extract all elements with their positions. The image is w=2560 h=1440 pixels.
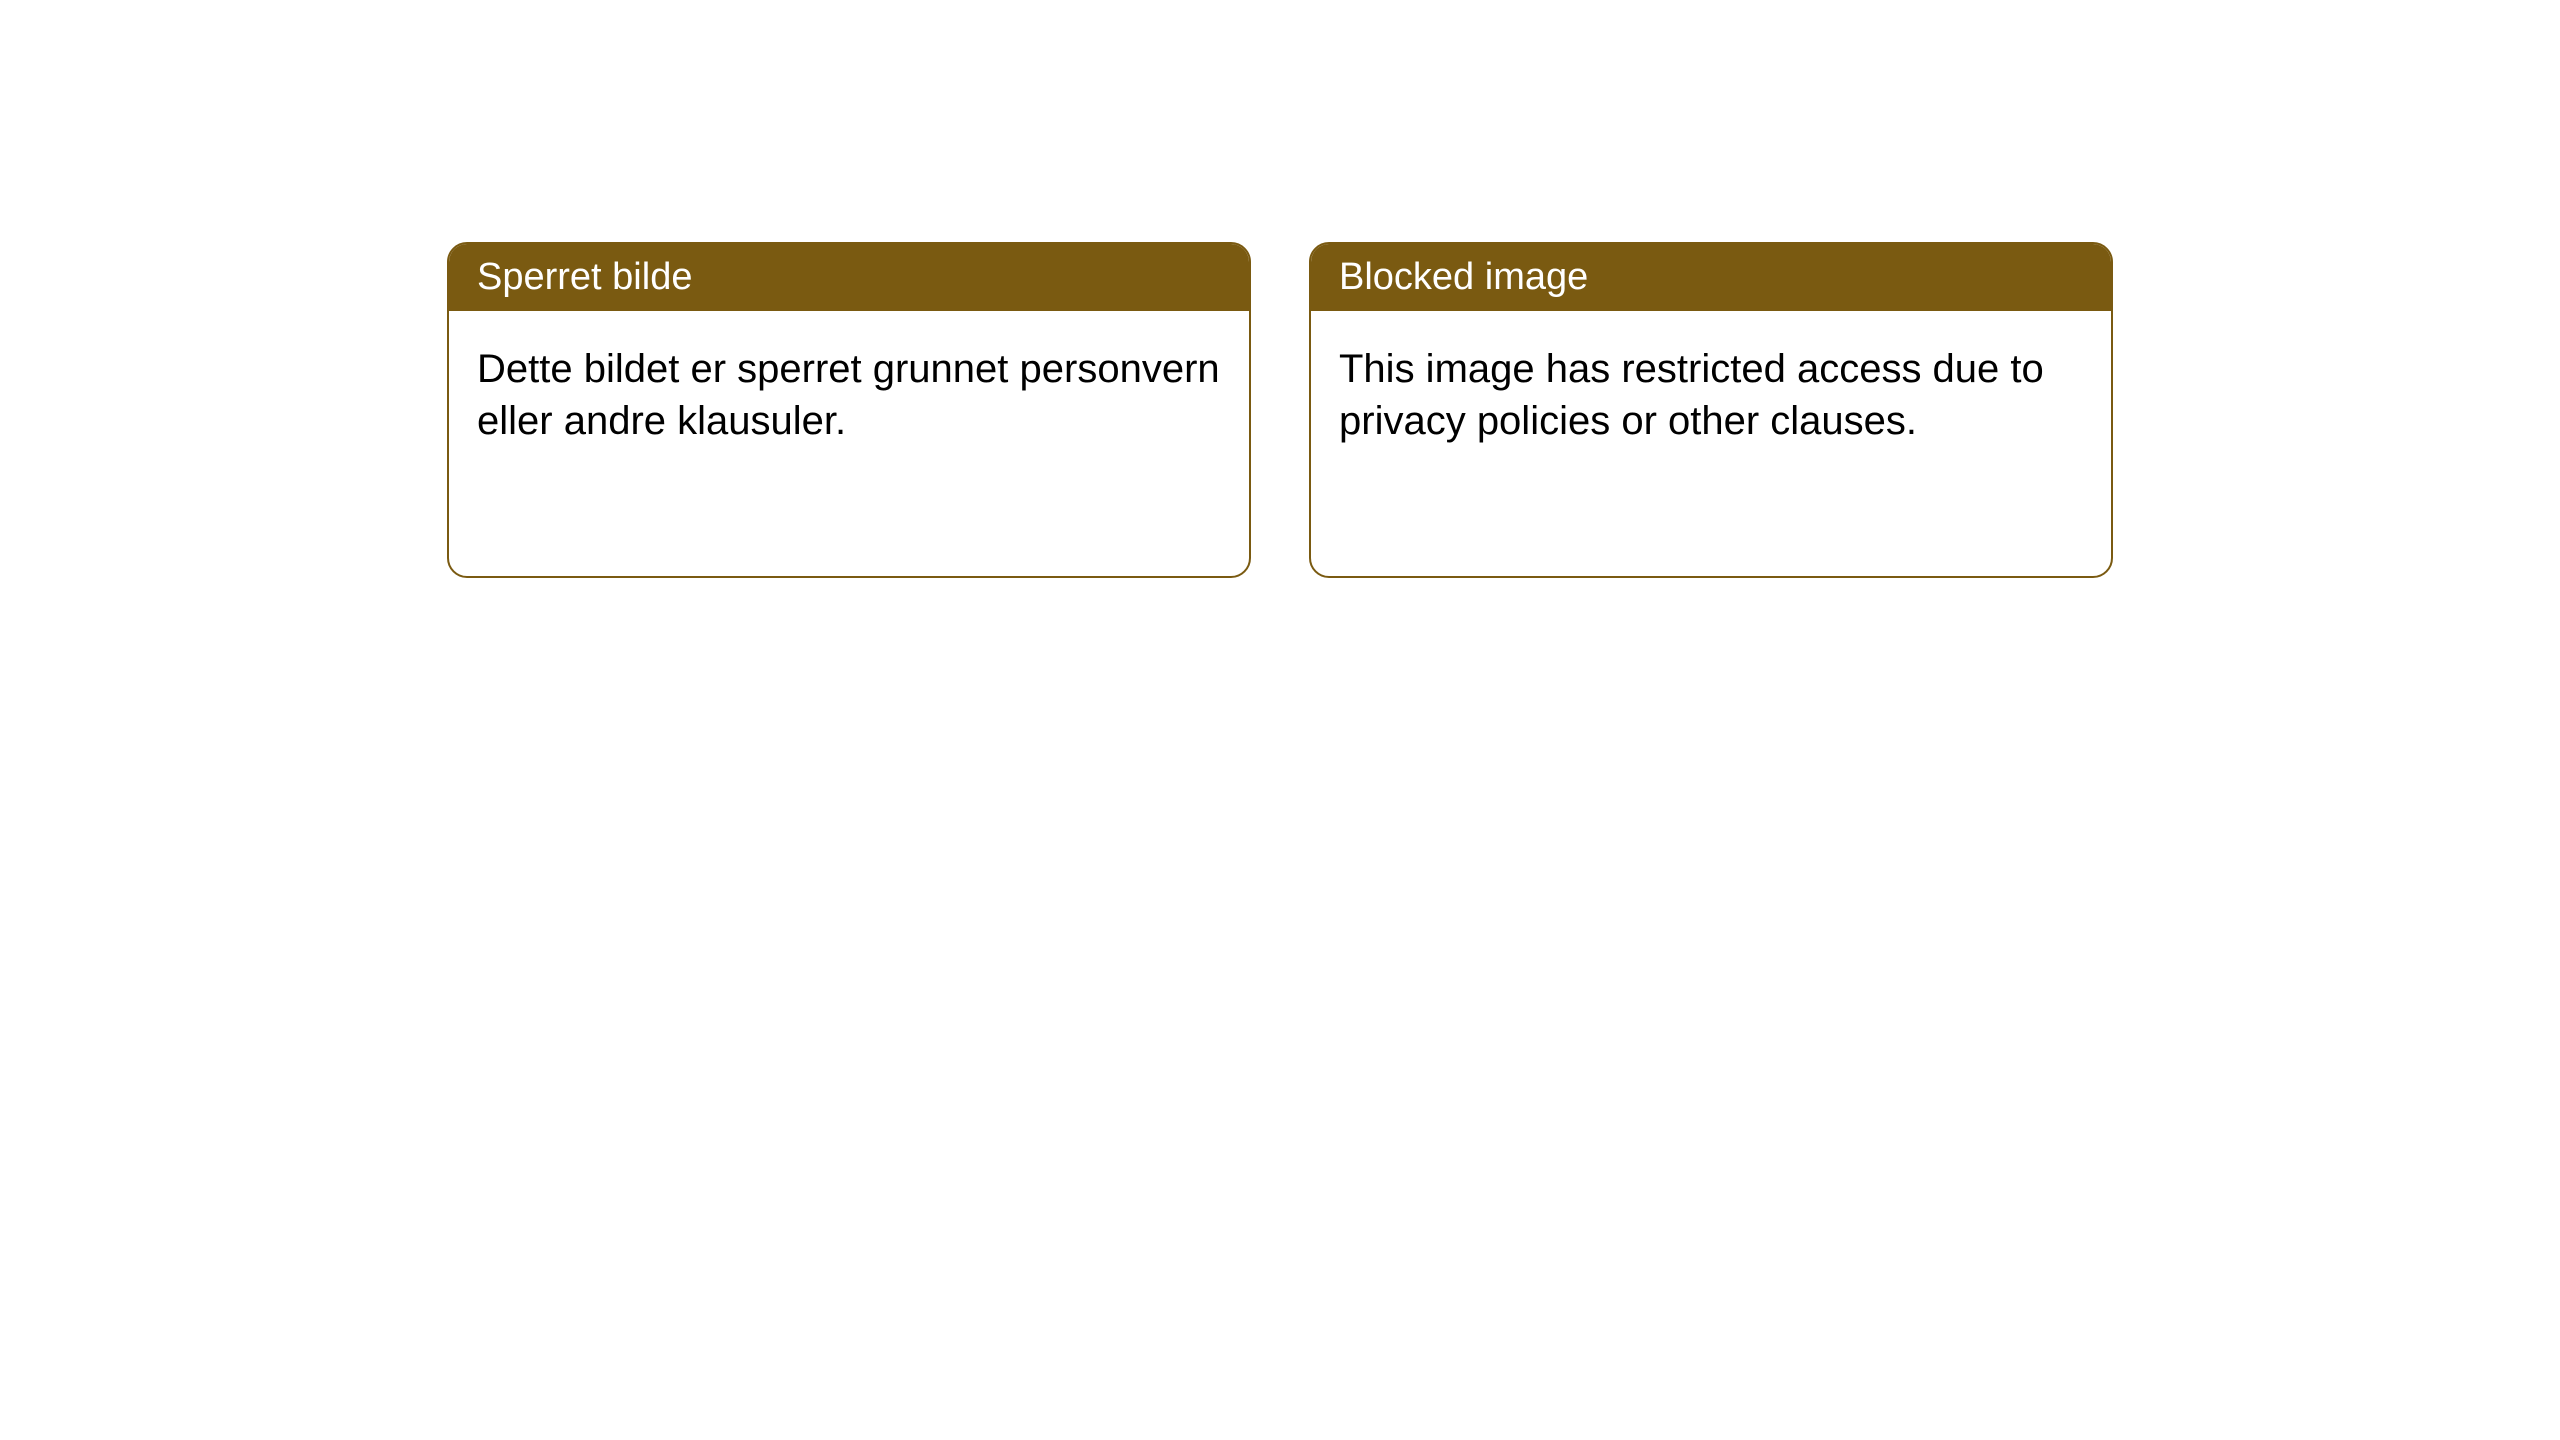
card-body-text: This image has restricted access due to … [1339, 347, 2044, 443]
blocked-image-card-english: Blocked image This image has restricted … [1309, 242, 2113, 578]
info-cards-container: Sperret bilde Dette bildet er sperret gr… [0, 0, 2560, 578]
card-body-text: Dette bildet er sperret grunnet personve… [477, 347, 1220, 443]
card-body: This image has restricted access due to … [1311, 311, 2111, 479]
card-title: Blocked image [1339, 256, 1588, 298]
blocked-image-card-norwegian: Sperret bilde Dette bildet er sperret gr… [447, 242, 1251, 578]
card-header: Sperret bilde [449, 244, 1249, 311]
card-header: Blocked image [1311, 244, 2111, 311]
card-title: Sperret bilde [477, 256, 692, 298]
card-body: Dette bildet er sperret grunnet personve… [449, 311, 1249, 479]
